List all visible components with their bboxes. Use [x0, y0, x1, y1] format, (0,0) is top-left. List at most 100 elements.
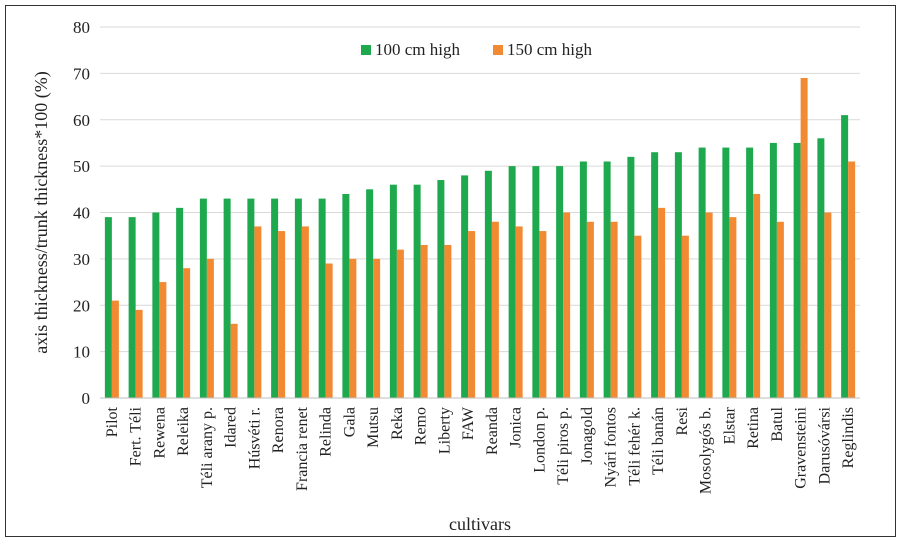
bar-150cm-15 — [468, 231, 476, 398]
bar-150cm-17 — [515, 226, 523, 398]
legend-label-100cm: 100 cm high — [375, 40, 460, 59]
y-tick-label: 60 — [73, 111, 90, 130]
x-tick-label: Pilot — [104, 406, 121, 437]
x-tick-label: Mosolygós b. — [698, 407, 715, 494]
bar-100cm-9 — [318, 198, 326, 398]
bar-100cm-5 — [223, 198, 231, 398]
bar-150cm-6 — [254, 226, 262, 398]
x-tick-label: Francia renet — [294, 406, 311, 491]
bar-150cm-13 — [420, 244, 428, 398]
y-tick-labels: 0 10 20 30 40 50 60 70 80 — [73, 18, 90, 408]
x-tick-label: Idared — [223, 407, 240, 448]
bar-100cm-17 — [508, 166, 516, 398]
x-tick-label: Téli fehér k. — [626, 407, 643, 486]
bar-150cm-20 — [586, 221, 594, 398]
bar-150cm-26 — [729, 217, 737, 398]
bar-150cm-5 — [230, 323, 238, 398]
bar-100cm-10 — [342, 193, 350, 398]
y-tick-label: 0 — [82, 389, 91, 408]
bar-150cm-12 — [396, 249, 404, 398]
bar-100cm-11 — [366, 189, 374, 398]
x-tick-label: Jonagold — [579, 407, 596, 465]
x-axis-title: cultivars — [449, 514, 511, 534]
bar-150cm-30 — [824, 212, 832, 398]
x-tick-label: Relinda — [318, 407, 335, 457]
x-tick-label: Fert. Téli — [128, 406, 145, 466]
bar-150cm-31 — [848, 161, 856, 398]
bar-100cm-7 — [271, 198, 279, 398]
bar-150cm-18 — [539, 231, 547, 398]
bar-100cm-29 — [793, 142, 801, 398]
bar-150cm-7 — [278, 231, 286, 398]
x-tick-label: Renora — [270, 407, 287, 453]
bar-100cm-22 — [627, 156, 635, 398]
bar-100cm-0 — [104, 217, 112, 398]
bar-150cm-29 — [800, 78, 808, 398]
bar-100cm-4 — [199, 198, 207, 398]
x-tick-label: Releika — [175, 407, 192, 456]
bar-150cm-16 — [491, 221, 499, 398]
x-tick-label: Batul — [769, 406, 786, 441]
bar-100cm-19 — [556, 166, 564, 398]
bar-150cm-22 — [634, 235, 642, 398]
y-tick-label: 70 — [73, 64, 90, 83]
bar-100cm-24 — [674, 152, 682, 398]
x-tick-label: Gala — [341, 407, 358, 437]
x-tick-label: Reglindis — [840, 407, 857, 468]
bar-150cm-2 — [159, 282, 167, 398]
legend-label-150cm: 150 cm high — [507, 40, 592, 59]
bar-100cm-25 — [698, 147, 706, 398]
x-tick-label: Rewena — [151, 407, 168, 459]
bar-100cm-20 — [579, 161, 587, 398]
y-tick-label: 10 — [73, 343, 90, 362]
bar-100cm-13 — [413, 184, 421, 398]
x-tick-label: Húsvéti r. — [246, 407, 263, 469]
bar-100cm-2 — [152, 212, 160, 398]
x-tick-label: Retina — [745, 407, 762, 449]
bar-100cm-28 — [769, 142, 777, 398]
x-tick-label: Liberty — [436, 407, 453, 454]
x-tick-label: Reka — [389, 407, 406, 440]
x-tick-label: Mutsu — [365, 407, 382, 448]
x-tick-label: Remo — [413, 407, 430, 445]
x-tick-label: Jonica — [508, 407, 525, 448]
legend-swatch-150cm — [493, 45, 503, 55]
bar-150cm-21 — [610, 221, 618, 398]
bar-100cm-15 — [461, 175, 469, 398]
x-tick-label: Téli piros p. — [555, 407, 572, 485]
y-tick-label: 50 — [73, 157, 90, 176]
y-tick-label: 80 — [73, 18, 90, 37]
bar-150cm-27 — [753, 193, 761, 398]
x-tick-label: Gravensteini — [793, 406, 810, 488]
bar-150cm-9 — [325, 263, 333, 398]
legend: 100 cm high 150 cm high — [361, 40, 592, 59]
bar-100cm-6 — [247, 198, 255, 398]
x-tick-label: Reanda — [484, 407, 501, 455]
bar-150cm-4 — [206, 258, 214, 398]
bars — [104, 78, 856, 399]
x-tick-labels: Pilot Fert. Téli Rewena Releika Téli arany p… — [104, 406, 857, 494]
x-tick-label: Téli banán — [650, 407, 667, 475]
bar-100cm-30 — [817, 138, 825, 399]
bar-100cm-27 — [746, 147, 754, 398]
bar-100cm-3 — [176, 207, 184, 398]
y-tick-label: 40 — [73, 204, 90, 223]
y-tick-label: 20 — [73, 296, 90, 315]
x-tick-label: Elstar — [721, 406, 738, 444]
bar-100cm-14 — [437, 180, 445, 398]
gridlines — [100, 26, 860, 353]
x-tick-label: Téli arany p. — [199, 407, 216, 488]
bar-100cm-31 — [841, 115, 849, 399]
bar-100cm-16 — [484, 170, 492, 398]
bar-150cm-3 — [183, 268, 191, 398]
bar-150cm-1 — [135, 309, 143, 398]
bar-100cm-18 — [532, 166, 540, 398]
y-tick-label: 30 — [73, 250, 90, 269]
bar-100cm-1 — [128, 217, 136, 398]
bar-150cm-14 — [444, 244, 452, 398]
bar-100cm-8 — [294, 198, 302, 398]
x-tick-label: London p. — [531, 407, 548, 473]
x-tick-label: Darusóvársi — [816, 406, 833, 484]
legend-swatch-100cm — [361, 45, 371, 55]
